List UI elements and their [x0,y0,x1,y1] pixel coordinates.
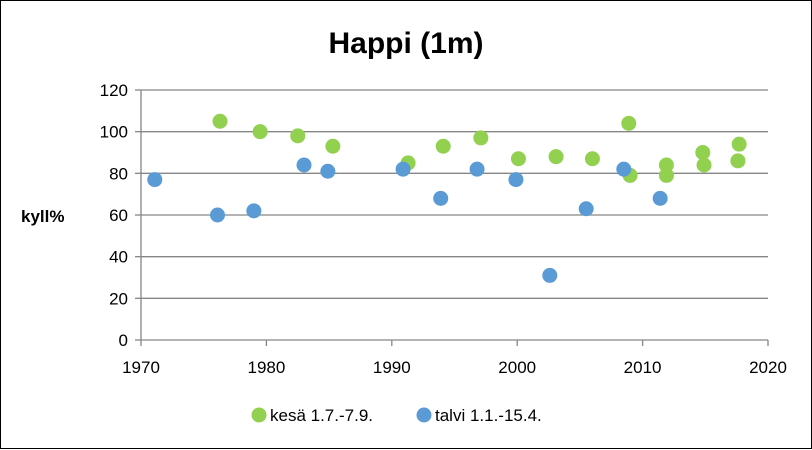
y-tick-labels: 0 20 40 60 80 100 120 [100,81,128,350]
data-point-kesa-7 [510,151,526,167]
data-point-talvi-6 [433,190,449,206]
data-point-kesa-15 [696,157,712,173]
data-point-talvi-10 [578,201,594,217]
axes [135,89,769,346]
data-point-talvi-3 [296,157,312,173]
legend-marker-talvi [416,407,432,423]
y-tick-label-80: 80 [109,164,128,183]
x-tick-label-2020: 2020 [749,358,787,377]
data-point-kesa-6 [473,130,489,146]
data-point-talvi-9 [542,267,558,283]
data-point-talvi-5 [395,161,411,177]
y-tick-label-60: 60 [109,206,128,225]
x-tick-label-1990: 1990 [373,358,411,377]
x-tick-label-2010: 2010 [624,358,662,377]
legend: kesä 1.7.-7.9. talvi 1.1.-15.4. [251,406,542,425]
x-tick-label-2000: 2000 [498,358,536,377]
data-point-kesa-16 [731,136,747,152]
data-point-talvi-11 [616,161,632,177]
data-point-kesa-1 [252,124,268,140]
y-tick-label-100: 100 [100,123,128,142]
data-point-kesa-17 [730,153,746,169]
data-point-talvi-8 [508,172,524,188]
y-tick-label-20: 20 [109,289,128,308]
data-point-kesa-2 [290,128,306,144]
data-point-talvi-4 [320,163,336,179]
gridlines [141,89,768,299]
chart-title: Happi (1m) [328,27,483,60]
legend-label-talvi: talvi 1.1.-15.4. [435,406,542,425]
x-tick-label-1970: 1970 [122,358,160,377]
legend-marker-kesa [251,407,267,423]
data-point-talvi-12 [652,190,668,206]
data-point-kesa-5 [435,138,451,154]
data-point-kesa-8 [548,149,564,165]
y-tick-label-40: 40 [109,248,128,267]
data-point-kesa-10 [621,115,637,131]
y-tick-label-120: 120 [100,81,128,100]
data-point-kesa-13 [658,157,674,173]
y-axis-label: kyll% [21,207,64,226]
data-point-kesa-12 [658,167,674,183]
data-point-kesa-9 [584,151,600,167]
data-point-talvi-7 [469,161,485,177]
legend-label-kesa: kesä 1.7.-7.9. [270,406,373,425]
data-point-kesa-0 [212,113,228,129]
x-tick-labels: 1970 1980 1990 2000 2010 2020 [122,358,787,377]
data-points [147,113,747,283]
y-tick-label-0: 0 [119,331,128,350]
data-point-talvi-1 [209,207,225,223]
data-point-talvi-2 [246,203,262,219]
data-point-kesa-3 [325,138,341,154]
x-tick-label-1980: 1980 [247,358,285,377]
data-point-talvi-0 [147,172,163,188]
data-point-kesa-14 [695,145,711,160]
